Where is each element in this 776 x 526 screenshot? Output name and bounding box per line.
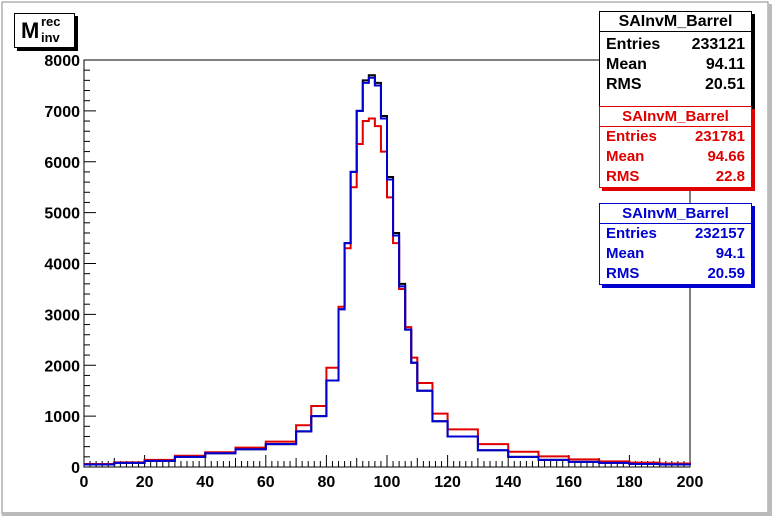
stats-entries-row: Entries 233121 [600, 35, 751, 55]
stats-entries-value: 232157 [694, 225, 745, 242]
stats-title: SAInvM_Barrel [600, 107, 751, 127]
stats-entries-value: 233121 [691, 36, 745, 53]
stats-entries-row: Entries 231781 [600, 127, 751, 147]
stats-box-red: SAInvM_Barrel Entries 231781 Mean 94.66 … [599, 106, 752, 188]
x-tick-label: 160 [555, 474, 582, 491]
x-tick-label: 120 [434, 474, 461, 491]
series-group [84, 74, 691, 466]
x-tick-label: 0 [80, 474, 89, 491]
stats-entries-value: 231781 [694, 128, 745, 145]
stats-entries-label: Entries [606, 225, 657, 242]
stats-mean-row: Mean 94.11 [600, 55, 751, 75]
stats-rms-value: 20.59 [707, 265, 745, 282]
stats-rms-label: RMS [606, 168, 640, 185]
x-tick-label: 80 [318, 474, 336, 491]
stats-rms-value: 20.51 [704, 76, 745, 93]
stats-mean-value: 94.11 [705, 56, 745, 73]
stats-entries-row: Entries 232157 [600, 224, 751, 244]
stats-rms-label: RMS [606, 76, 642, 93]
stats-box-blue: SAInvM_Barrel Entries 232157 Mean 94.1 R… [599, 203, 752, 285]
y-tick-label: 6000 [44, 155, 80, 172]
y-tick-label: 1000 [44, 409, 80, 426]
stats-mean-row: Mean 94.1 [600, 244, 751, 264]
x-tick-label: 200 [677, 474, 704, 491]
stats-mean-label: Mean [606, 245, 645, 262]
y-tick-label: 4000 [44, 257, 80, 274]
x-tick-label: 100 [374, 474, 401, 491]
y-tick-label: 0 [71, 460, 80, 477]
stats-box-black: SAInvM_Barrel Entries 233121 Mean 94.11 … [599, 11, 752, 121]
stats-rms-row: RMS 20.59 [600, 264, 751, 284]
y-tick-label: 7000 [44, 104, 80, 121]
stats-mean-row: Mean 94.66 [600, 147, 751, 167]
stats-rms-label: RMS [606, 265, 640, 282]
stats-mean-label: Mean [606, 56, 647, 73]
title-subscript: inv [41, 30, 60, 45]
x-tick-label: 20 [136, 474, 154, 491]
y-tick-label: 2000 [44, 358, 80, 375]
series-line-2 [84, 76, 691, 466]
stats-rms-value: 22.8 [715, 168, 745, 185]
stats-title: SAInvM_Barrel [600, 12, 751, 32]
stats-mean-label: Mean [606, 148, 645, 165]
stats-entries-label: Entries [606, 128, 657, 145]
y-tick-label: 8000 [44, 53, 80, 70]
stats-rms-row: RMS 22.8 [600, 167, 751, 187]
title-superscript: rec [41, 14, 61, 29]
stats-rms-row: RMS 20.51 [600, 75, 751, 95]
stats-entries-label: Entries [606, 36, 661, 53]
plot-title: M rec inv [14, 13, 75, 48]
stats-mean-value: 94.66 [707, 148, 745, 165]
stats-title: SAInvM_Barrel [600, 204, 751, 224]
x-tick-label: 140 [495, 474, 522, 491]
x-tick-label: 60 [257, 474, 275, 491]
x-tick-label: 180 [616, 474, 643, 491]
stats-mean-value: 94.1 [715, 245, 745, 262]
x-tick-label: 40 [196, 474, 214, 491]
title-main: M [21, 18, 40, 43]
y-tick-label: 5000 [44, 206, 80, 223]
y-tick-label: 3000 [44, 307, 80, 324]
